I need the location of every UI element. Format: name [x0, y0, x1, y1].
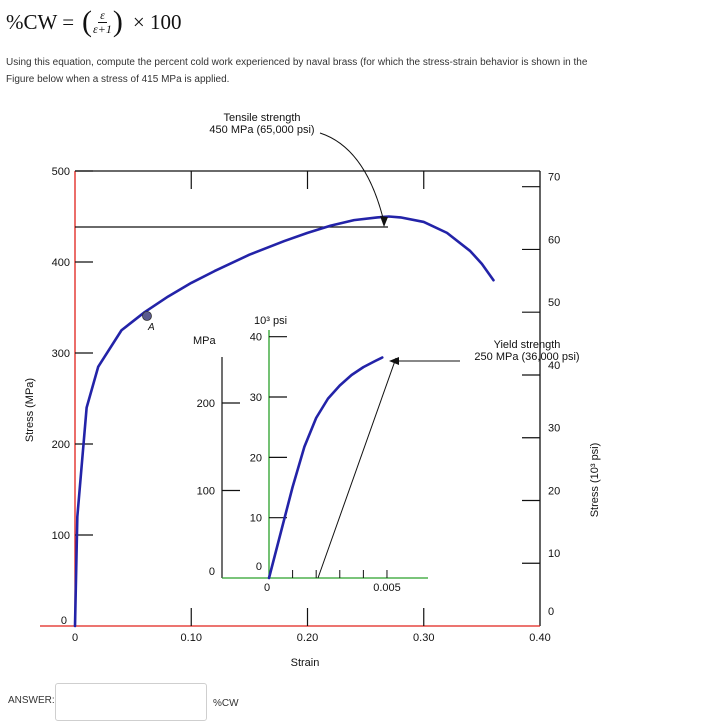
main-curve-point — [469, 250, 472, 252]
inset-stress-strain-curve — [267, 356, 384, 580]
main-x-tick-label: 0.10 — [181, 632, 202, 644]
cold-work-formula: %CW = ( ε ε+1 ) × 100 — [6, 2, 181, 42]
main-curve-line — [73, 215, 495, 628]
point-a-marker — [142, 311, 152, 321]
main-curve-point — [329, 224, 332, 227]
main-stress-strain-curve — [73, 215, 495, 628]
main-y-tick-label-left: 300 — [52, 348, 70, 360]
main-curve-point — [85, 406, 88, 409]
question-line-2: Figure below when a stress of 415 MPa is… — [6, 74, 230, 85]
inset-curve-point — [338, 384, 341, 387]
inset-curve-point — [374, 360, 376, 362]
inset-curve-point — [362, 366, 365, 368]
tensile-strength-label-line2: 450 MPa (65,000 psi) — [209, 124, 314, 136]
inset-axis-ticks: 0 100 200 0 10 20 30 40 0 0.005 — [197, 332, 401, 594]
inset-plot: 0 100 200 0 10 20 30 40 0 0.005 MPa 10³ psi — [193, 315, 428, 594]
inset-y-tick-label-psi: 0 — [256, 561, 262, 573]
formula-rhs: × 100 — [132, 9, 182, 34]
main-curve-point — [399, 216, 402, 219]
formula-paren-open: ( — [82, 5, 93, 38]
main-y-tick-label-left: 0 — [61, 615, 67, 627]
inset-mpa-label: MPa — [193, 335, 217, 347]
inset-y-tick-label-psi: 10 — [250, 513, 262, 525]
main-y-axis-label-right: Stress (10³ psi) — [589, 443, 601, 518]
main-y-axis-label-left: Stress (MPa) — [24, 378, 36, 442]
question-line-1: Using this equation, compute the percent… — [6, 57, 588, 68]
offset-line — [317, 357, 397, 579]
formula-lhs: %CW = — [6, 9, 75, 34]
main-y-tick-label-left: 200 — [52, 439, 70, 451]
yield-strength-label-line2: 250 MPa (36,000 psi) — [474, 351, 579, 363]
main-curve-point — [481, 263, 483, 265]
inset-psi-label: 10³ psi — [254, 315, 287, 327]
main-y-tick-label-right: 10 — [548, 548, 560, 560]
main-y-tick-label-right: 50 — [548, 297, 560, 309]
main-curve-point — [74, 625, 76, 627]
main-y-tick-label-right: 0 — [548, 606, 554, 618]
formula-paren-close: ) — [112, 5, 123, 38]
inset-x-tick-label: 0.005 — [373, 582, 401, 594]
main-curve-point — [97, 365, 100, 368]
inset-y-tick-label-mpa: 200 — [197, 398, 215, 410]
main-y-tick-label-right: 60 — [548, 234, 560, 246]
answer-unit-label: %CW — [213, 698, 239, 709]
point-a-label: A — [147, 322, 155, 333]
inset-x-tick-label: 0 — [264, 582, 270, 594]
inset-y-tick-label-psi: 30 — [250, 392, 262, 404]
inset-curve-point — [350, 374, 353, 376]
main-curve-point — [76, 516, 79, 518]
tensile-strength-arrow — [319, 132, 385, 223]
inset-curve-point — [291, 486, 294, 488]
yield-arrow-head-icon — [389, 357, 399, 365]
main-curve-point — [353, 219, 355, 221]
inset-curve-point — [327, 397, 329, 400]
main-curve-point — [446, 232, 448, 234]
main-curve-point — [167, 295, 169, 298]
inset-curve-point — [268, 577, 270, 579]
inset-curve-point — [303, 445, 306, 448]
tensile-arrow-head-icon — [380, 216, 388, 227]
main-curve-point — [120, 329, 123, 332]
inset-y-tick-label-psi: 40 — [250, 332, 262, 344]
main-curve-point — [422, 221, 425, 223]
inset-curve-point — [381, 356, 384, 359]
main-curve-point — [248, 253, 251, 256]
inset-curve-point — [279, 531, 282, 534]
main-curve-point — [388, 215, 390, 218]
inset-y-tick-label-psi: 20 — [250, 452, 262, 464]
main-x-tick-label: 0 — [72, 632, 78, 644]
main-curve-point — [283, 240, 286, 242]
formula-fraction: ε ε+1 — [93, 7, 112, 36]
main-y-tick-label-left: 100 — [52, 530, 70, 542]
main-y-tick-label-right: 70 — [548, 172, 560, 184]
formula-denominator: ε+1 — [93, 21, 112, 36]
inset-y-tick-label-mpa: 100 — [197, 486, 215, 498]
main-y-tick-label-left: 500 — [52, 166, 70, 178]
formula-numerator: ε — [98, 7, 107, 23]
inset-curve-line — [267, 356, 384, 580]
main-y-tick-label-right: 40 — [548, 360, 560, 372]
yield-strength-label-line1: Yield strength — [494, 339, 561, 351]
answer-input[interactable] — [55, 683, 207, 721]
main-y-tick-label-right: 30 — [548, 423, 560, 435]
answer-label: ANSWER: — [8, 695, 55, 706]
main-y-tick-label-right: 20 — [548, 485, 560, 497]
main-curve-point — [376, 216, 379, 219]
main-curve-point — [492, 279, 495, 282]
main-curve-point — [306, 232, 309, 234]
main-x-axis-label: Strain — [291, 657, 320, 669]
main-y-tick-label-left: 400 — [52, 257, 70, 269]
tensile-strength-label-line1: Tensile strength — [223, 112, 300, 124]
main-curve-point — [213, 270, 216, 272]
inset-curve-point — [315, 417, 317, 419]
inset-y-tick-label-mpa: 0 — [209, 566, 215, 578]
main-x-tick-label: 0.30 — [413, 632, 434, 644]
main-curve-point — [190, 282, 193, 284]
main-x-tick-label: 0.40 — [529, 632, 550, 644]
question-text: Using this equation, compute the percent… — [6, 54, 706, 88]
main-x-tick-label: 0.20 — [297, 632, 318, 644]
